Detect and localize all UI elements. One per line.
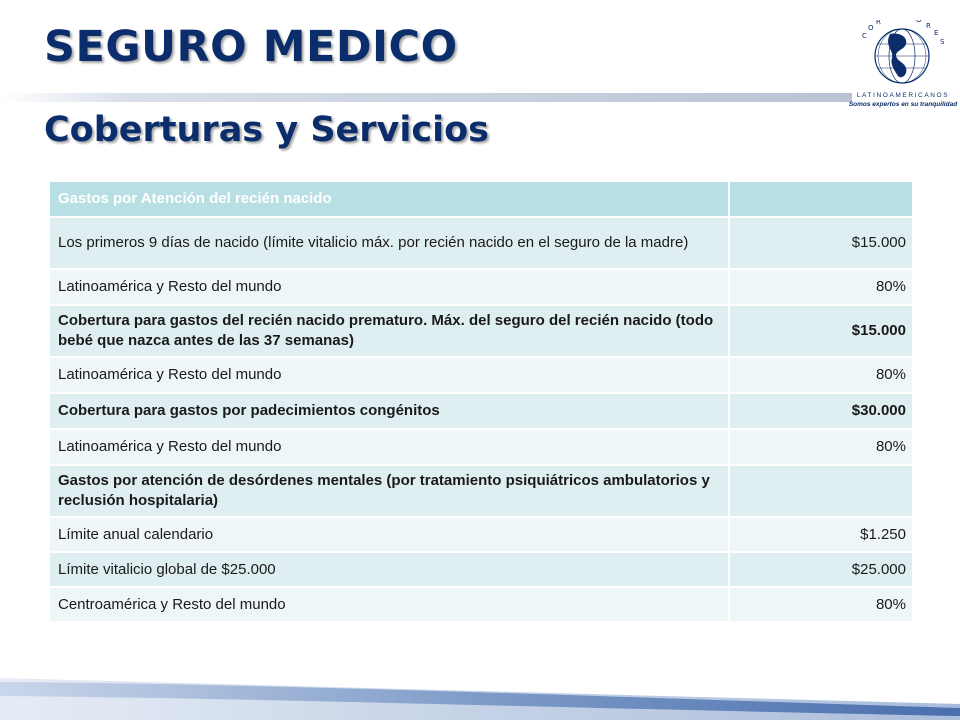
svg-text:E: E bbox=[896, 20, 900, 21]
table-row: Latinoamérica y Resto del mundo 80% bbox=[48, 268, 914, 306]
row-value: $25.000 bbox=[728, 551, 914, 588]
svg-text:O: O bbox=[916, 20, 922, 24]
svg-text:R: R bbox=[886, 20, 891, 22]
row-value: 80% bbox=[728, 428, 914, 466]
row-label: Latinoamérica y Resto del mundo bbox=[48, 356, 730, 394]
table-header-row: Gastos por Atención del recién nacido bbox=[48, 180, 914, 218]
row-value: $15.000 bbox=[728, 216, 914, 270]
title-divider bbox=[0, 93, 852, 102]
row-value bbox=[728, 464, 914, 518]
company-logo: C O R R E D O R E S LATINOAMERICANOS Som… bbox=[846, 20, 958, 110]
row-label: Los primeros 9 días de nacido (límite vi… bbox=[48, 216, 730, 270]
table-row: Centroamérica y Resto del mundo 80% bbox=[48, 586, 914, 623]
header-label: Gastos por Atención del recién nacido bbox=[48, 180, 730, 218]
logo-slogan: Somos expertos en su tranquilidad bbox=[848, 101, 958, 108]
svg-text:O: O bbox=[868, 24, 874, 32]
table-row: Límite anual calendario $1.250 bbox=[48, 516, 914, 553]
row-label: Límite vitalicio global de $25.000 bbox=[48, 551, 730, 588]
row-label: Latinoamérica y Resto del mundo bbox=[48, 428, 730, 466]
row-value: $1.250 bbox=[728, 516, 914, 553]
table-row: Cobertura para gastos por padecimientos … bbox=[48, 392, 914, 430]
row-value: $30.000 bbox=[728, 392, 914, 430]
page-subtitle: Coberturas y Servicios bbox=[44, 110, 489, 150]
row-value: 80% bbox=[728, 586, 914, 623]
table-row: Gastos por atención de desórdenes mental… bbox=[48, 464, 914, 518]
table-row: Límite vitalicio global de $25.000 $25.0… bbox=[48, 551, 914, 588]
row-label: Gastos por atención de desórdenes mental… bbox=[48, 464, 730, 518]
coverage-table: Gastos por Atención del recién nacido Lo… bbox=[48, 180, 914, 623]
svg-text:R: R bbox=[926, 22, 931, 30]
svg-text:C: C bbox=[862, 32, 867, 40]
globe-icon: C O R R E D O R E S bbox=[862, 20, 945, 84]
table-row: Latinoamérica y Resto del mundo 80% bbox=[48, 428, 914, 466]
row-value: $15.000 bbox=[728, 304, 914, 358]
svg-text:R: R bbox=[876, 20, 881, 26]
row-value: 80% bbox=[728, 356, 914, 394]
header-value bbox=[728, 180, 914, 218]
page-title: SEGURO MEDICO bbox=[44, 22, 458, 72]
footer-swoosh bbox=[0, 678, 960, 720]
table-row: Latinoamérica y Resto del mundo 80% bbox=[48, 356, 914, 394]
row-label: Límite anual calendario bbox=[48, 516, 730, 553]
svg-text:D: D bbox=[906, 20, 911, 22]
row-value: 80% bbox=[728, 268, 914, 306]
row-label: Latinoamérica y Resto del mundo bbox=[48, 268, 730, 306]
svg-text:E: E bbox=[934, 29, 938, 37]
table-row: Cobertura para gastos del recién nacido … bbox=[48, 304, 914, 358]
table-row: Los primeros 9 días de nacido (límite vi… bbox=[48, 216, 914, 270]
svg-text:S: S bbox=[940, 38, 945, 46]
row-label: Centroamérica y Resto del mundo bbox=[48, 586, 730, 623]
row-label: Cobertura para gastos por padecimientos … bbox=[48, 392, 730, 430]
logo-name: LATINOAMERICANOS bbox=[856, 92, 950, 99]
row-label: Cobertura para gastos del recién nacido … bbox=[48, 304, 730, 358]
